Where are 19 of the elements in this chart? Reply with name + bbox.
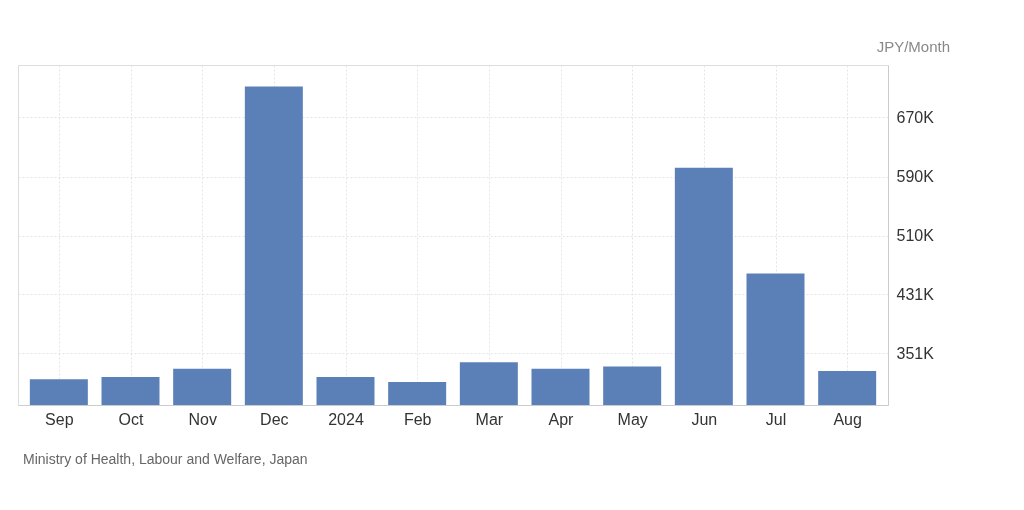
y-tick-label: 431K bbox=[896, 285, 935, 303]
y-tick-label: 670K bbox=[896, 108, 935, 126]
x-tick-label: Apr bbox=[548, 410, 575, 428]
y-axis-title: JPY/Month bbox=[876, 38, 950, 55]
x-tick-label: Nov bbox=[188, 410, 217, 428]
x-tick-label: Dec bbox=[260, 410, 289, 428]
x-tick-label: Mar bbox=[475, 410, 504, 428]
y-tick-label: 510K bbox=[896, 227, 935, 245]
y-tick-label: 590K bbox=[896, 168, 935, 186]
x-tick-label: Sep bbox=[45, 410, 74, 428]
x-tick-label: Oct bbox=[118, 410, 144, 428]
x-tick-label: May bbox=[617, 410, 648, 428]
x-tick-label: Jul bbox=[765, 410, 787, 428]
y-tick-label: 351K bbox=[896, 344, 935, 362]
x-tick-label: Jun bbox=[691, 410, 718, 428]
x-tick-label: 2024 bbox=[328, 410, 364, 428]
x-tick-label: Aug bbox=[833, 410, 862, 428]
x-tick-label: Feb bbox=[403, 410, 432, 428]
text: Ministry of Health, Labour and Welfare, Japan bbox=[23, 451, 308, 467]
